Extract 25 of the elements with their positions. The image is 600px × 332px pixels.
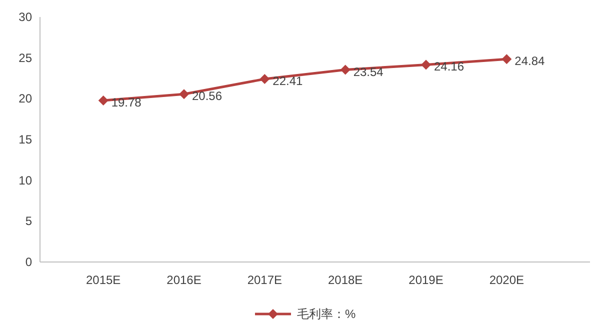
- point: [260, 74, 270, 84]
- point: [179, 89, 189, 100]
- point: [502, 54, 512, 64]
- y-tick-label: 10: [18, 173, 32, 188]
- x-tick-label: 2017E: [247, 273, 282, 287]
- x-tick-label: 2019E: [408, 273, 444, 287]
- legend-label: 毛利率：%: [297, 307, 356, 321]
- y-tick-label: 15: [18, 132, 32, 146]
- point: [340, 64, 350, 75]
- x-tick-label: 2020E: [489, 273, 524, 287]
- x-tick-label: 2015E: [86, 273, 121, 287]
- y-tick-label: 0: [25, 255, 32, 269]
- x-tick-label: 2018E: [328, 273, 363, 287]
- point: [98, 95, 108, 106]
- data-label: 24.84: [514, 54, 546, 68]
- y-tick-label: 5: [25, 214, 32, 228]
- y-tick-label: 25: [18, 50, 32, 65]
- point: [421, 60, 431, 70]
- data-label: 20.56: [192, 89, 222, 104]
- x-tick-label: 2016E: [166, 273, 202, 287]
- data-label: 22.41: [272, 74, 304, 88]
- data-label: 19.78: [111, 95, 142, 110]
- data-label: 24.16: [434, 60, 464, 74]
- y-tick-label: 20: [18, 92, 32, 106]
- y-tick-label: 30: [18, 10, 32, 24]
